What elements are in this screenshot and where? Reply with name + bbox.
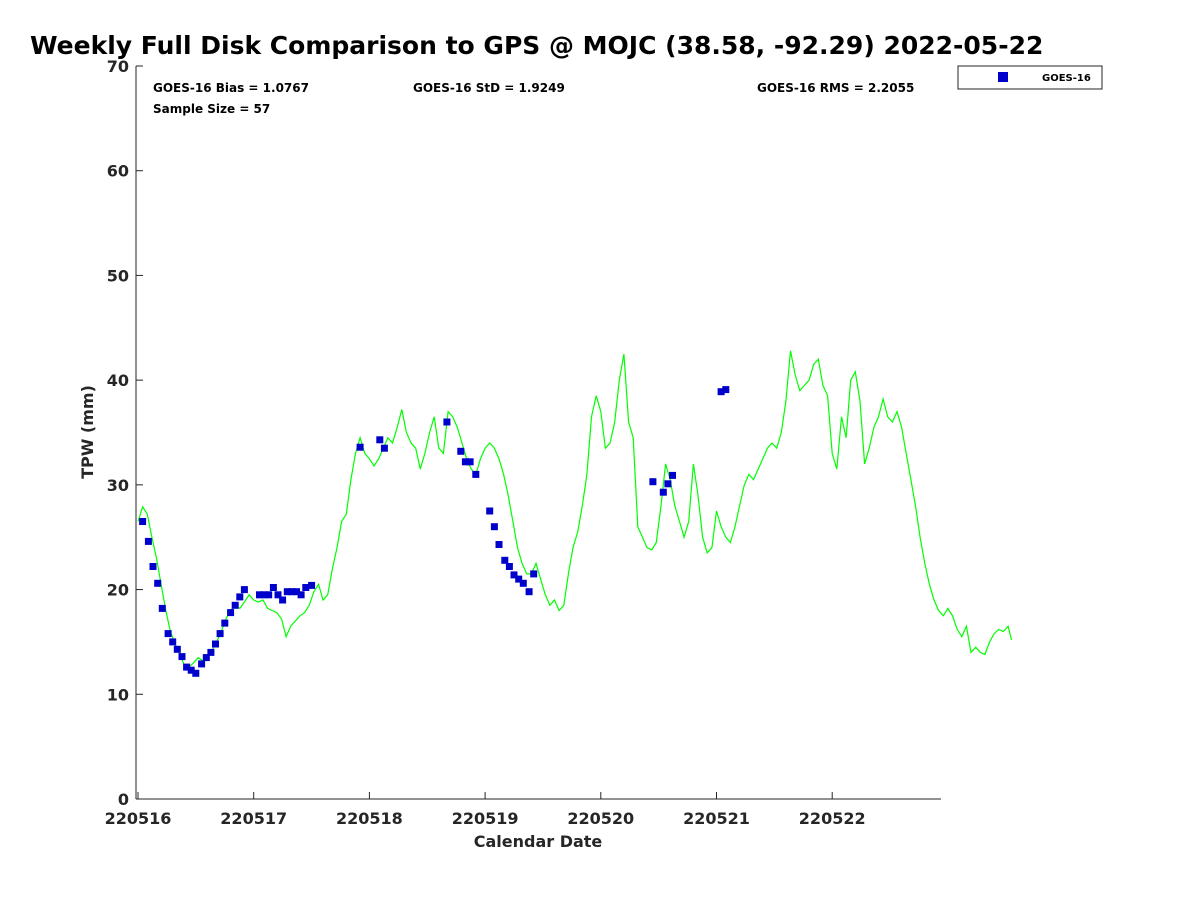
goes16-data-point: [169, 638, 177, 646]
goes16-data-point: [173, 645, 181, 653]
goes16-data-point: [664, 480, 672, 488]
goes16-data-point: [376, 436, 384, 444]
y-axis-ticks: 0 10 20 30 40 50 60 70: [107, 57, 143, 809]
x-tick-label: 220517: [220, 809, 287, 828]
x-tick-label: 220521: [683, 809, 750, 828]
goes16-data-point: [274, 591, 282, 599]
y-tick-label: 70: [107, 57, 129, 76]
goes16-data-point: [443, 418, 451, 426]
series-layer: [137, 350, 1013, 677]
goes16-data-point: [308, 581, 316, 589]
goes16-data-point: [216, 630, 224, 638]
y-tick-label: 10: [107, 685, 129, 704]
goes16-data-point: [530, 570, 538, 578]
goes16-data-point: [240, 586, 248, 594]
goes16-data-point: [183, 663, 191, 671]
x-axis-ticks: 220516 220517 220518 220519 220520 220521 2205…: [105, 792, 866, 828]
y-axis-label: TPW (mm): [78, 385, 97, 479]
goes16-data-point: [192, 669, 200, 677]
goes16-data-point: [265, 591, 273, 599]
plot-area: 0 10 20 30 40 50 60 70 220516 220517 220518 220519…: [105, 57, 1013, 828]
goes16-data-point: [154, 579, 162, 587]
goes16-data-point: [649, 478, 657, 486]
x-tick-label: 220522: [799, 809, 866, 828]
goes16-data-point: [231, 601, 239, 609]
goes16-data-point: [178, 653, 186, 661]
y-tick-label: 60: [107, 162, 129, 181]
goes16-data-point: [288, 588, 296, 596]
legend: GOES-16: [957, 65, 1103, 90]
goes16-data-point: [293, 588, 300, 596]
y-tick-label: 40: [107, 371, 129, 390]
goes16-data-point: [207, 648, 215, 656]
goes16-data-point: [149, 563, 157, 570]
x-tick-label: 220518: [336, 809, 403, 828]
goes16-data-point: [461, 458, 469, 466]
goes16-data-point: [202, 654, 210, 662]
chart-title: Weekly Full Disk Comparison to GPS @ MOJ…: [30, 31, 1043, 60]
goes16-data-point: [279, 596, 287, 604]
goes16-data-point: [283, 588, 291, 596]
std-stat: GOES-16 StD = 1.9249: [413, 81, 565, 95]
y-tick-label: 0: [118, 790, 129, 809]
goes16-data-point: [139, 518, 147, 525]
y-tick-label: 50: [107, 266, 129, 285]
rms-stat: GOES-16 RMS = 2.2055: [757, 81, 914, 95]
goes16-data-point: [302, 584, 310, 591]
goes16-data-point: [269, 584, 277, 591]
y-tick-label: 30: [107, 476, 129, 495]
goes16-data-point: [495, 541, 503, 548]
legend-box: [957, 65, 1103, 90]
goes16-data-point: [144, 537, 152, 545]
legend-label-goes16: GOES-16: [1042, 73, 1091, 84]
goes16-data-point: [722, 386, 730, 394]
x-axis-label: Calendar Date: [474, 832, 603, 851]
goes16-data-point: [515, 575, 523, 583]
goes16-data-point: [457, 447, 465, 455]
goes16-data-point: [198, 660, 206, 668]
goes16-data-point: [260, 591, 268, 599]
bias-stat: GOES-16 Bias = 1.0767: [153, 81, 309, 95]
goes16-data-point: [227, 609, 235, 617]
goes16-data-point: [659, 488, 667, 496]
goes16-data-point: [380, 444, 388, 452]
x-tick-label: 220516: [105, 809, 172, 828]
goes16-data-point: [164, 630, 172, 638]
goes16-data-point: [519, 579, 527, 587]
goes16-data-point: [486, 507, 494, 515]
legend-marker-goes16: [998, 72, 1008, 82]
goes16-data-point: [158, 604, 166, 612]
goes16-data-point: [466, 458, 474, 466]
goes16-data-point: [510, 571, 518, 579]
goes16-data-point: [525, 588, 533, 596]
goes16-data-point: [356, 443, 364, 451]
goes16-data-point: [505, 563, 513, 570]
goes16-data-point: [212, 640, 219, 648]
goes16-data-point: [717, 388, 725, 396]
goes16-data-point: [472, 470, 480, 478]
goes16-data-point: [490, 523, 498, 531]
goes16-data-point: [297, 591, 305, 599]
goes16-data-point: [236, 593, 244, 601]
sample-size-stat: Sample Size = 57: [153, 102, 270, 116]
goes16-data-point: [256, 591, 263, 599]
y-tick-label: 20: [107, 581, 129, 600]
goes16-data-point: [669, 471, 676, 479]
plot-background: [136, 66, 941, 799]
x-tick-label: 220520: [567, 809, 634, 828]
x-tick-label: 220519: [452, 809, 519, 828]
goes16-data-point: [221, 619, 229, 627]
gps-series-line: [137, 350, 1013, 668]
goes16-data-point: [501, 556, 509, 564]
goes16-data-point: [187, 666, 195, 674]
